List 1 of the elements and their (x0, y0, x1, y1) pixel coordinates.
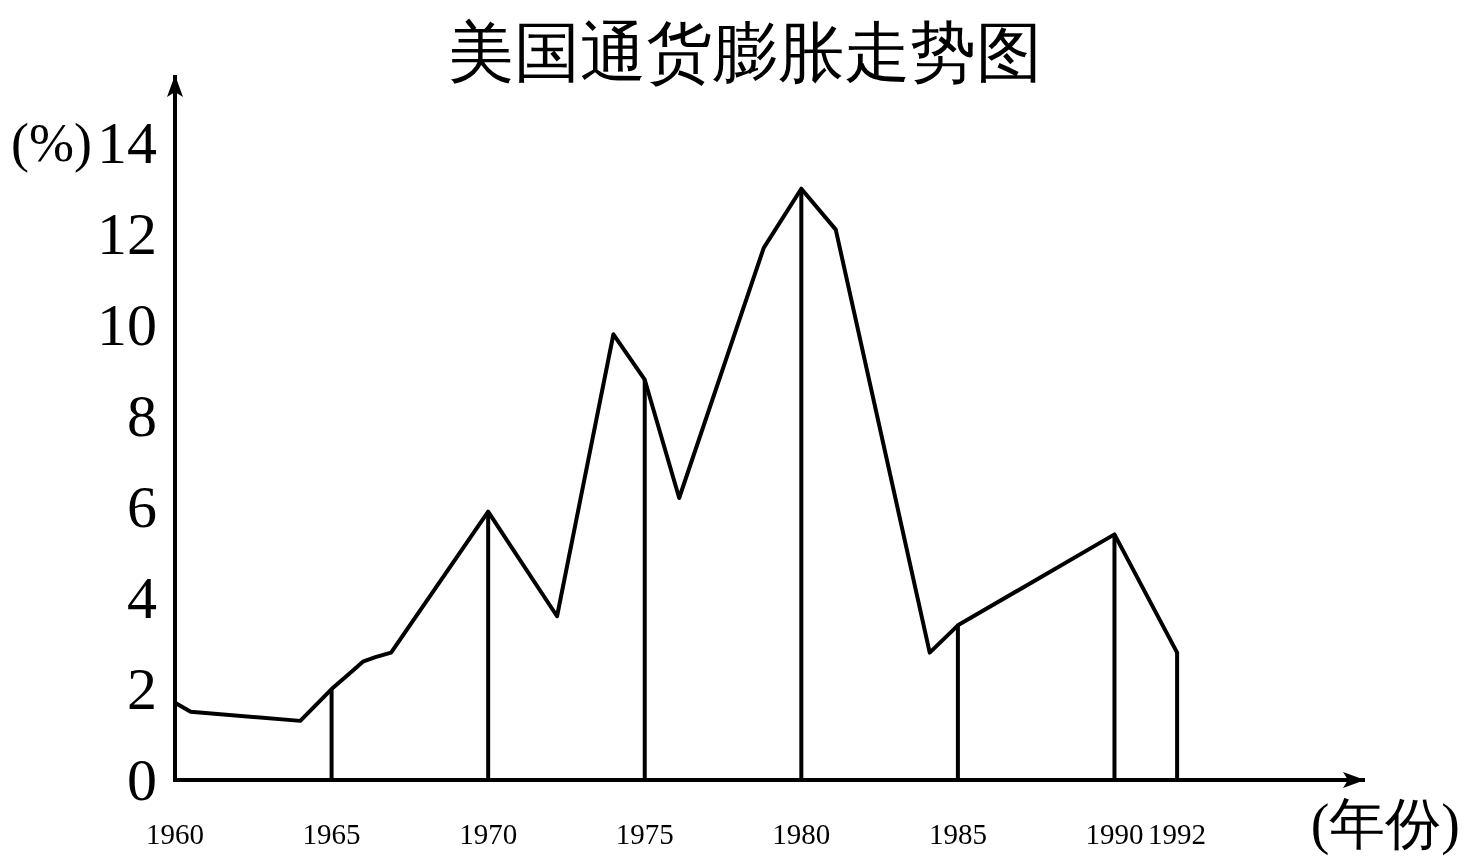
title: 美国通货膨胀走势图 (448, 15, 1042, 89)
